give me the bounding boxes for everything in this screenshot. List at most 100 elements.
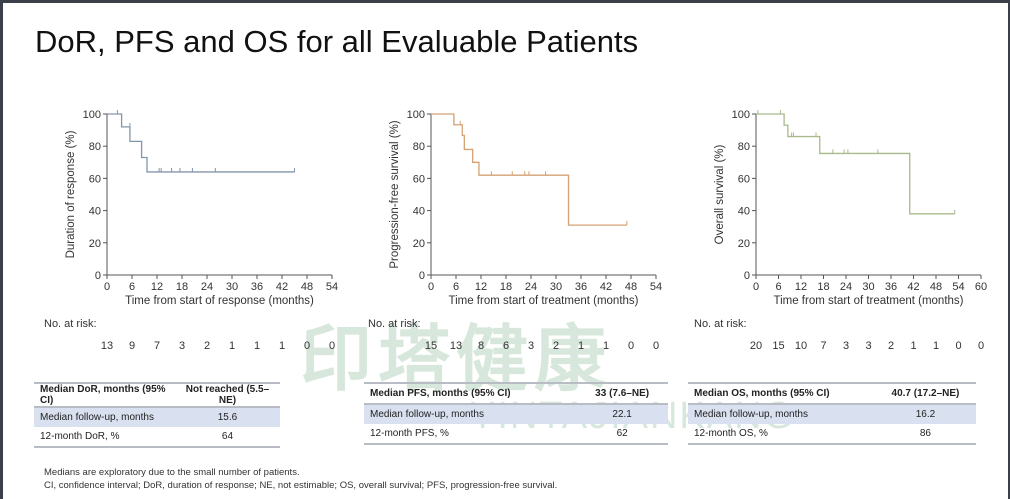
table-row: 12-month OS, % 86 (688, 424, 976, 445)
x-tick-label: 24 (525, 281, 537, 293)
at-risk-count: 1 (254, 340, 260, 352)
x-tick-label: 0 (104, 281, 110, 293)
at-risk-count: 7 (820, 340, 826, 352)
x-tick-label: 0 (428, 281, 434, 293)
at-risk-count: 10 (795, 340, 807, 352)
y-tick-label: 100 (732, 109, 750, 121)
at-risk-count: 1 (910, 340, 916, 352)
page-title: DoR, PFS and OS for all Evaluable Patien… (35, 24, 639, 59)
at-risk-count: 20 (750, 340, 762, 352)
y-axis-label: Duration of response (%) (65, 130, 77, 258)
table-cell: Not reached (5.5–NE) (174, 382, 280, 408)
table-cell: Median follow-up, months (688, 404, 875, 424)
at-risk-count: 8 (478, 340, 484, 352)
table-cell: Median OS, months (95% CI) (688, 382, 875, 405)
x-axis-label: Time from start of treatment (months) (773, 295, 963, 307)
at-risk-count: 6 (503, 340, 509, 352)
x-tick-label: 0 (753, 281, 759, 293)
x-tick-label: 54 (650, 281, 662, 293)
x-tick-label: 36 (885, 281, 897, 293)
at-risk-count: 9 (129, 340, 135, 352)
x-tick-label: 60 (975, 281, 987, 293)
table-cell: 16.2 (874, 404, 976, 424)
y-tick-label: 100 (83, 109, 101, 121)
x-tick-label: 48 (301, 281, 313, 293)
x-tick-label: 42 (907, 281, 919, 293)
x-tick-label: 24 (201, 281, 213, 293)
table-row: Median PFS, months (95% CI) 33 (7.6–NE) (364, 382, 668, 405)
pfs-risk-label: No. at risk: (368, 318, 421, 330)
table-row: Median follow-up, months 16.2 (688, 404, 976, 424)
at-risk-count: 0 (978, 340, 984, 352)
os-risk-label: No. at risk: (694, 318, 747, 330)
x-tick-label: 36 (575, 281, 587, 293)
y-axis-label: Progression-free survival (%) (389, 120, 401, 268)
os-summary-table: Median OS, months (95% CI) 40.7 (17.2–NE)… (688, 382, 976, 445)
x-tick-label: 36 (251, 281, 263, 293)
y-tick-label: 80 (413, 141, 425, 153)
table-cell: 64 (174, 427, 280, 448)
table-cell: 12-month DoR, % (34, 427, 175, 448)
y-tick-label: 100 (407, 109, 425, 121)
x-tick-label: 30 (226, 281, 238, 293)
x-tick-label: 30 (862, 281, 874, 293)
x-tick-label: 30 (550, 281, 562, 293)
x-tick-label: 48 (930, 281, 942, 293)
table-row: Median follow-up, months 22.1 (364, 404, 668, 424)
at-risk-count: 13 (101, 340, 113, 352)
table-cell: 12-month PFS, % (364, 424, 577, 445)
at-risk-count: 3 (179, 340, 185, 352)
slide-right-edge (1008, 0, 1010, 499)
x-tick-label: 54 (952, 281, 964, 293)
at-risk-count: 1 (603, 340, 609, 352)
at-risk-count: 2 (553, 340, 559, 352)
table-cell: 15.6 (174, 407, 280, 427)
table-row: 12-month DoR, % 64 (34, 427, 280, 448)
at-risk-count: 0 (653, 340, 659, 352)
y-tick-label: 0 (95, 270, 101, 282)
y-tick-label: 60 (89, 173, 101, 185)
slide-top-edge (0, 0, 1010, 3)
table-cell: 86 (874, 424, 976, 445)
y-tick-label: 80 (89, 141, 101, 153)
table-cell: 40.7 (17.2–NE) (874, 382, 976, 405)
at-risk-count: 3 (865, 340, 871, 352)
x-tick-label: 24 (840, 281, 852, 293)
y-tick-label: 20 (89, 238, 101, 250)
table-cell: Median PFS, months (95% CI) (364, 382, 577, 405)
at-risk-count: 0 (628, 340, 634, 352)
x-tick-label: 6 (775, 281, 781, 293)
y-tick-label: 40 (738, 206, 750, 218)
x-tick-label: 12 (151, 281, 163, 293)
table-cell: Median follow-up, months (364, 404, 577, 424)
x-tick-label: 42 (600, 281, 612, 293)
x-tick-label: 42 (276, 281, 288, 293)
at-risk-count: 2 (888, 340, 894, 352)
survival-curve (107, 113, 295, 173)
x-tick-label: 12 (475, 281, 487, 293)
dor-summary-table: Median DoR, months (95% CI) Not reached (… (34, 382, 280, 448)
x-axis-label: Time from start of treatment (months) (448, 295, 638, 307)
x-tick-label: 6 (453, 281, 459, 293)
x-tick-label: 18 (500, 281, 512, 293)
x-tick-label: 18 (817, 281, 829, 293)
at-risk-count: 3 (528, 340, 534, 352)
pfs-summary-table: Median PFS, months (95% CI) 33 (7.6–NE) M… (364, 382, 668, 445)
x-tick-label: 54 (326, 281, 338, 293)
y-tick-label: 40 (89, 206, 101, 218)
y-tick-label: 20 (738, 238, 750, 250)
y-tick-label: 0 (744, 270, 750, 282)
table-cell: 33 (7.6–NE) (576, 382, 668, 405)
y-tick-label: 40 (413, 206, 425, 218)
footnote-abbreviations: CI, confidence interval; DoR, duration o… (44, 480, 558, 491)
table-cell: 62 (576, 424, 668, 445)
at-risk-count: 0 (955, 340, 961, 352)
footnote-medians: Medians are exploratory due to the small… (44, 467, 300, 478)
table-row: Median follow-up, months 15.6 (34, 407, 280, 427)
y-tick-label: 60 (738, 173, 750, 185)
slide-left-edge (0, 0, 3, 499)
survival-curve (756, 113, 955, 215)
at-risk-count: 15 (425, 340, 437, 352)
